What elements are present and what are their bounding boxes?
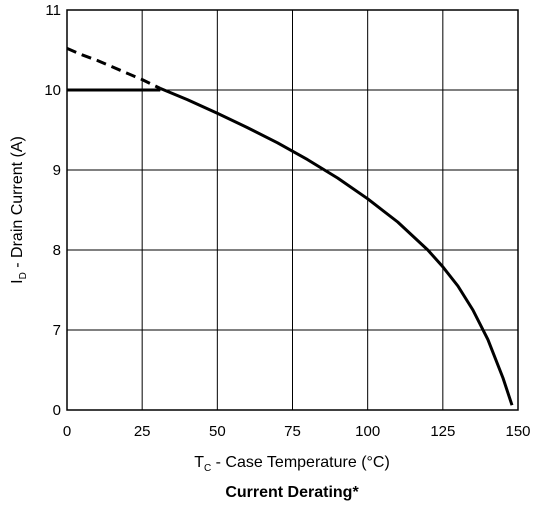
x-axis-title-main: T [194, 454, 204, 471]
x-tick-label: 25 [134, 423, 151, 440]
y-axis-title-main: I [9, 279, 26, 283]
y-tick-label: 8 [53, 242, 61, 259]
chart-title: Current Derating* [225, 484, 359, 501]
y-tick-label: 11 [45, 2, 61, 19]
x-axis-title-rest: - Case Temperature (°C) [211, 454, 390, 471]
y-tick-label: 0 [53, 402, 61, 419]
grid-lines [66, 9, 519, 411]
y-axis-title-rest: - Drain Current (A) [9, 136, 26, 272]
series-line-dashed [66, 47, 161, 90]
x-tick-label: 50 [209, 423, 226, 440]
x-tick-label: 0 [63, 423, 71, 440]
x-axis-title: TC - Case Temperature (°C) [194, 454, 390, 474]
y-tick-labels: 0 7 8 9 10 11 [44, 2, 61, 419]
y-tick-label: 9 [53, 162, 61, 179]
x-tick-label: 125 [430, 423, 455, 440]
x-tick-label: 150 [505, 423, 530, 440]
y-tick-label: 7 [53, 322, 61, 339]
y-axis-title: ID - Drain Current (A) [9, 136, 29, 284]
series-line [159, 87, 514, 406]
x-tick-label: 100 [355, 423, 380, 440]
x-axis-title-sub: C [204, 463, 211, 474]
y-tick-label: 10 [44, 82, 61, 99]
data-series [66, 47, 514, 406]
x-tick-label: 75 [284, 423, 301, 440]
plot-frame [66, 9, 519, 411]
x-tick-labels: 0 25 50 75 100 125 150 [63, 423, 531, 440]
y-axis-title-sub: D [18, 272, 29, 279]
